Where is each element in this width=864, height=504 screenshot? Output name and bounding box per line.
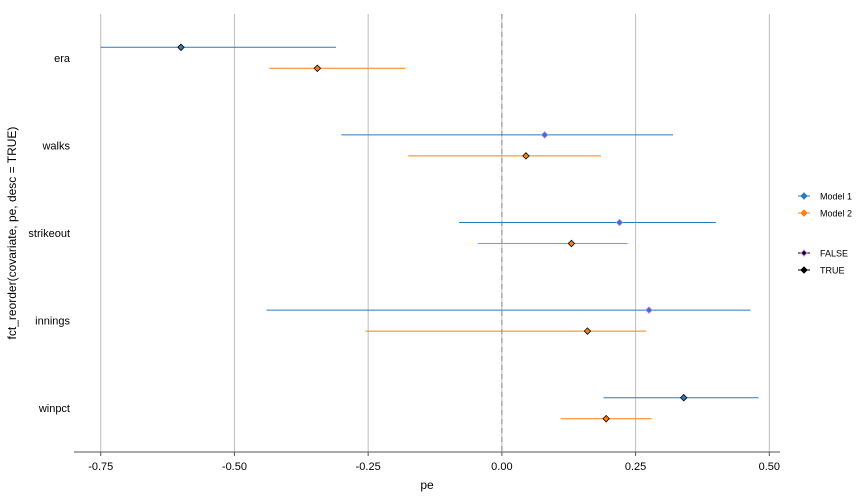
chart-marks bbox=[100, 43, 759, 423]
x-tick-label-2: -0.25 bbox=[356, 461, 381, 473]
point-model-2-winpct bbox=[602, 414, 610, 423]
point-model-1-era bbox=[177, 43, 185, 52]
point-model-1-strikeout bbox=[615, 218, 624, 227]
point-model-1-winpct bbox=[679, 393, 688, 402]
y-axis-title: fct_reorder(covariate, pe, desc = TRUE) bbox=[5, 127, 19, 340]
category-label-walks: walks bbox=[41, 140, 70, 152]
point-model-1-walks bbox=[540, 131, 549, 139]
x-tick-label-3: 0.00 bbox=[491, 461, 512, 473]
legend-label-shape-0: FALSE bbox=[820, 249, 848, 259]
x-tick-label-4: 0.25 bbox=[625, 461, 646, 473]
point-model-2-era bbox=[313, 64, 322, 73]
category-label-winpct: winpct bbox=[38, 403, 70, 415]
tick-labels: -0.75 -0.50 -0.25 0.00 0.25 0.50 bbox=[88, 461, 780, 473]
category-labels: era walks strikeout innings winpct bbox=[28, 53, 70, 415]
category-label-strikeout: strikeout bbox=[28, 228, 70, 240]
legend-shape-point-0 bbox=[800, 249, 808, 257]
legend-label-series-1: Model 2 bbox=[820, 209, 852, 219]
x-tick-label-1: -0.50 bbox=[222, 461, 247, 473]
legend-label-series-0: Model 1 bbox=[820, 192, 852, 202]
axes bbox=[74, 451, 780, 456]
legend-key-point-0 bbox=[800, 192, 808, 200]
legend-label-shape-1: TRUE bbox=[820, 266, 845, 276]
category-label-era: era bbox=[54, 53, 71, 65]
legend-shape-point-1 bbox=[800, 266, 808, 274]
gridlines bbox=[100, 14, 770, 452]
category-label-innings: innings bbox=[35, 316, 70, 328]
x-tick-label-0: -0.75 bbox=[88, 461, 113, 473]
point-model-2-strikeout bbox=[567, 239, 576, 248]
point-model-1-innings bbox=[645, 306, 653, 314]
point-model-2-innings bbox=[583, 327, 592, 335]
legend: Model 1 Model 2 FALSE TRUE bbox=[798, 192, 852, 276]
legend-key-point-1 bbox=[800, 209, 808, 217]
point-model-2-walks bbox=[522, 152, 530, 160]
x-tick-label-5: 0.50 bbox=[759, 461, 780, 473]
x-axis-title: pe bbox=[420, 478, 434, 492]
